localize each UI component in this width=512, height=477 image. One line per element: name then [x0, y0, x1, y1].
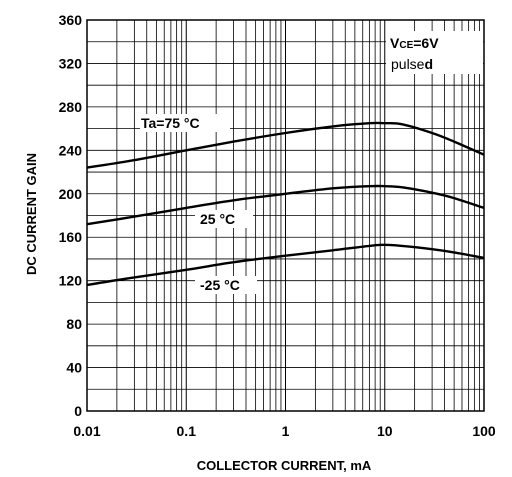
series-label-minus25: -25 °C [200, 277, 240, 293]
series-label-75: Ta=75 °C [141, 115, 200, 131]
x-tick-label: 100 [472, 423, 496, 439]
y-tick-label: 240 [59, 142, 83, 158]
vce-condition: VCE=6V [390, 35, 439, 51]
pulsed-condition: pulsed [391, 56, 433, 72]
y-tick-labels: 0 40 80 120 160 200 240 280 320 360 [59, 12, 83, 419]
x-tick-label: 0.1 [177, 423, 197, 439]
y-tick-label: 360 [59, 12, 83, 28]
y-tick-label: 320 [59, 55, 83, 71]
y-tick-label: 120 [59, 273, 83, 289]
x-tick-label: 1 [282, 423, 290, 439]
y-tick-label: 200 [59, 186, 83, 202]
y-tick-label: 0 [74, 403, 82, 419]
x-tick-label: 10 [377, 423, 393, 439]
y-tick-label: 280 [59, 99, 83, 115]
y-tick-label: 80 [66, 316, 82, 332]
series-label-25: 25 °C [200, 211, 235, 227]
x-tick-label: 0.01 [73, 423, 100, 439]
y-tick-label: 160 [59, 229, 83, 245]
x-axis-title: COLLECTOR CURRENT, mA [197, 458, 372, 473]
y-axis-title: DC CURRENT GAIN [24, 153, 39, 275]
y-tick-label: 40 [66, 360, 82, 376]
x-tick-labels: 0.01 0.1 1 10 100 [73, 423, 496, 439]
